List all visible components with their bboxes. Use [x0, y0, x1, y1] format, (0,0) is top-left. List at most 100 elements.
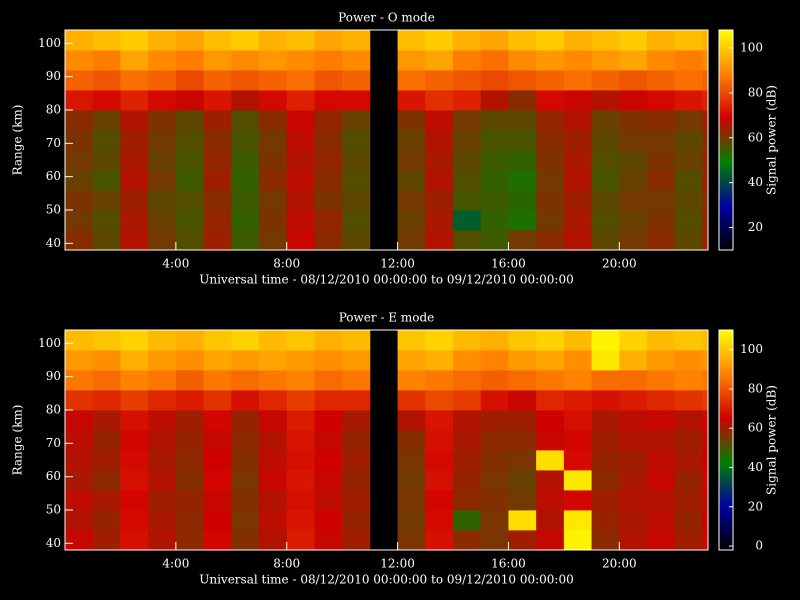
cell [619, 410, 648, 431]
y-tick-label: 80 [46, 403, 61, 417]
cell [702, 350, 708, 371]
cell [508, 490, 537, 511]
cell [120, 30, 149, 51]
cell [453, 370, 482, 391]
cell [397, 350, 426, 371]
cell [231, 110, 260, 131]
y-tick-label: 60 [46, 469, 61, 483]
x-tick-label: 20:00 [602, 557, 637, 571]
cell [314, 170, 343, 191]
cell [480, 510, 509, 531]
cell [591, 190, 620, 211]
cell [342, 470, 371, 491]
cell [647, 150, 676, 171]
cell [92, 390, 121, 411]
cell [203, 470, 232, 491]
cell [314, 190, 343, 211]
cell [425, 330, 454, 351]
cell [175, 70, 204, 91]
cell [453, 50, 482, 71]
x-tick-label: 4:00 [162, 557, 189, 571]
cell [591, 510, 620, 531]
cell [647, 190, 676, 211]
cell [702, 370, 708, 391]
cell [480, 470, 509, 491]
cell [619, 90, 648, 111]
cell [231, 50, 260, 71]
cell [619, 150, 648, 171]
colorbar-tick-label: 100 [740, 342, 763, 356]
cell [286, 30, 315, 51]
cell [231, 90, 260, 111]
cell [342, 350, 371, 371]
cell [480, 230, 509, 250]
cell [591, 230, 620, 250]
cell [674, 370, 703, 391]
cell [536, 450, 565, 471]
cell [259, 50, 288, 71]
cell [536, 390, 565, 411]
cell [702, 330, 708, 351]
cell [536, 110, 565, 131]
cell [314, 110, 343, 131]
cell [425, 470, 454, 491]
cell [619, 210, 648, 231]
cell [286, 330, 315, 351]
cell [148, 370, 177, 391]
cell [342, 430, 371, 451]
cell [591, 370, 620, 391]
cell [425, 490, 454, 511]
cell [453, 490, 482, 511]
cell [286, 50, 315, 71]
cell [508, 430, 537, 451]
cell [536, 190, 565, 211]
cell [286, 490, 315, 511]
cell [397, 90, 426, 111]
cell [397, 410, 426, 431]
cell [148, 190, 177, 211]
cell [425, 530, 454, 550]
cell [342, 530, 371, 550]
cell [65, 510, 94, 531]
cell [314, 530, 343, 550]
cell [453, 330, 482, 351]
cell [397, 330, 426, 351]
cell [647, 390, 676, 411]
cell [65, 170, 94, 191]
colorbar-tick-label: 80 [748, 85, 763, 99]
cell [480, 350, 509, 371]
cell [508, 30, 537, 51]
cell [342, 190, 371, 211]
cell [453, 430, 482, 451]
cell [314, 450, 343, 471]
cell [480, 170, 509, 191]
cell [536, 490, 565, 511]
cell [591, 450, 620, 471]
heatmap [65, 330, 708, 550]
cell [508, 130, 537, 151]
cell [314, 390, 343, 411]
cell [591, 130, 620, 151]
cell [480, 70, 509, 91]
cell [314, 70, 343, 91]
cell [120, 430, 149, 451]
cell [563, 210, 592, 231]
cell [203, 210, 232, 231]
cell [508, 470, 537, 491]
x-tick-label: 20:00 [602, 257, 637, 271]
cell [65, 90, 94, 111]
cell [286, 130, 315, 151]
cell [563, 450, 592, 471]
cell [286, 370, 315, 391]
cell [702, 470, 708, 491]
cell [674, 330, 703, 351]
cell [65, 130, 94, 151]
cell [175, 490, 204, 511]
cell [120, 170, 149, 191]
cell [702, 410, 708, 431]
cell [175, 430, 204, 451]
cell [425, 70, 454, 91]
cell [674, 150, 703, 171]
cell [480, 490, 509, 511]
cell [148, 330, 177, 351]
